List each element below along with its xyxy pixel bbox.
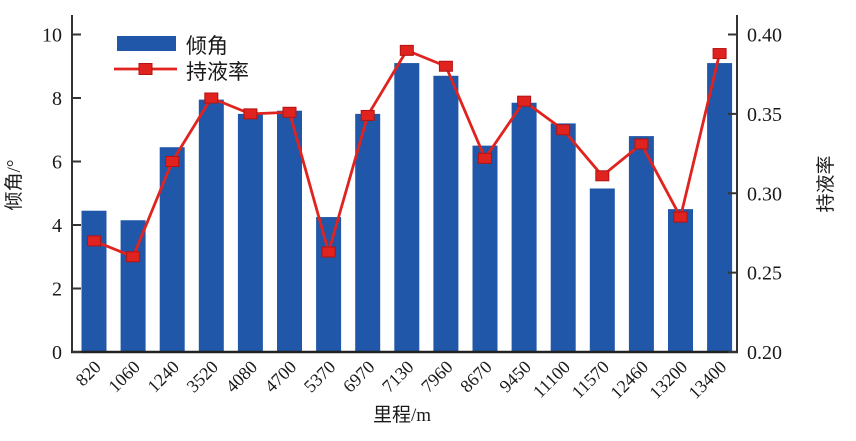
y-left-tick-label: 6 — [52, 152, 62, 174]
y-right-tick-label: 0.30 — [747, 183, 782, 205]
bar — [707, 63, 733, 352]
x-tick-label: 9450 — [495, 357, 535, 397]
x-axis-title: 里程/m — [373, 404, 431, 426]
line-marker-icon — [321, 246, 336, 258]
bar — [81, 210, 107, 352]
y-right-tick-label: 0.35 — [747, 104, 782, 126]
y-right-tick-label: 0.20 — [747, 342, 782, 364]
x-tick-label: 1240 — [143, 357, 183, 397]
bar — [668, 209, 693, 352]
legend-line-marker-icon — [138, 63, 153, 75]
line-marker-icon — [243, 108, 258, 120]
bar — [433, 75, 459, 353]
x-tick-label: 11100 — [529, 357, 574, 402]
line-marker-icon — [87, 235, 101, 247]
bar — [550, 123, 576, 353]
bar — [355, 113, 381, 352]
x-tick-label: 13200 — [645, 357, 691, 403]
line-marker-icon — [126, 251, 141, 263]
line-marker-icon — [438, 60, 453, 72]
y-axis-right-title: 持液率 — [815, 155, 837, 212]
line-marker-icon — [165, 156, 180, 167]
y-left-tick-label: 4 — [52, 215, 62, 237]
bar — [277, 110, 302, 352]
bar — [198, 99, 224, 353]
x-tick-label: 4700 — [261, 357, 301, 397]
legend-bar-swatch — [117, 36, 176, 51]
x-tick-label: 6970 — [339, 357, 379, 397]
bar — [159, 147, 185, 352]
x-tick-label: 3520 — [183, 357, 223, 397]
bars-group — [81, 63, 733, 353]
y-axis-left-title: 倾角/° — [3, 160, 25, 211]
bar — [589, 188, 615, 352]
line-group — [87, 44, 727, 263]
x-tick-label: 4080 — [222, 357, 262, 397]
bar — [120, 220, 146, 352]
x-tick-label: 11570 — [568, 357, 613, 402]
line-marker-icon — [712, 48, 727, 60]
x-tick-label: 5370 — [300, 357, 340, 397]
y-right-tick-label: 0.40 — [747, 25, 782, 47]
legend: 倾角 持液率 — [114, 34, 249, 84]
legend-label-bar: 倾角 — [186, 34, 228, 58]
y-left-tick-label: 8 — [52, 88, 62, 110]
y-left-tick-label: 2 — [52, 279, 62, 301]
bar — [628, 136, 654, 352]
line-marker-icon — [360, 109, 375, 121]
x-tick-label: 820 — [72, 357, 105, 390]
line-marker-icon — [517, 95, 532, 107]
bar — [511, 102, 537, 352]
y-left-tick-label: 10 — [42, 25, 62, 47]
line-marker-icon — [478, 152, 492, 164]
line-marker-icon — [204, 92, 219, 104]
x-tick-label: 7960 — [417, 357, 457, 397]
line-marker-icon — [556, 124, 571, 136]
bar — [316, 217, 342, 352]
bar — [472, 145, 498, 352]
x-tick-label: 1060 — [104, 357, 144, 397]
line-marker-icon — [673, 211, 688, 223]
x-tick-label: 12460 — [606, 357, 652, 403]
x-tick-label: 7130 — [378, 357, 418, 397]
bar — [237, 113, 263, 352]
line-marker-icon — [399, 44, 414, 56]
y-left-tick-label: 0 — [52, 342, 62, 364]
bar — [394, 63, 420, 352]
x-tick-label: 8670 — [456, 357, 496, 397]
x-tick-label: 13400 — [684, 357, 730, 403]
legend-label-line: 持液率 — [186, 60, 249, 84]
y-right-tick-label: 0.25 — [747, 263, 782, 285]
line-marker-icon — [282, 106, 297, 118]
line-marker-icon — [595, 170, 610, 182]
line-marker-icon — [634, 138, 649, 150]
